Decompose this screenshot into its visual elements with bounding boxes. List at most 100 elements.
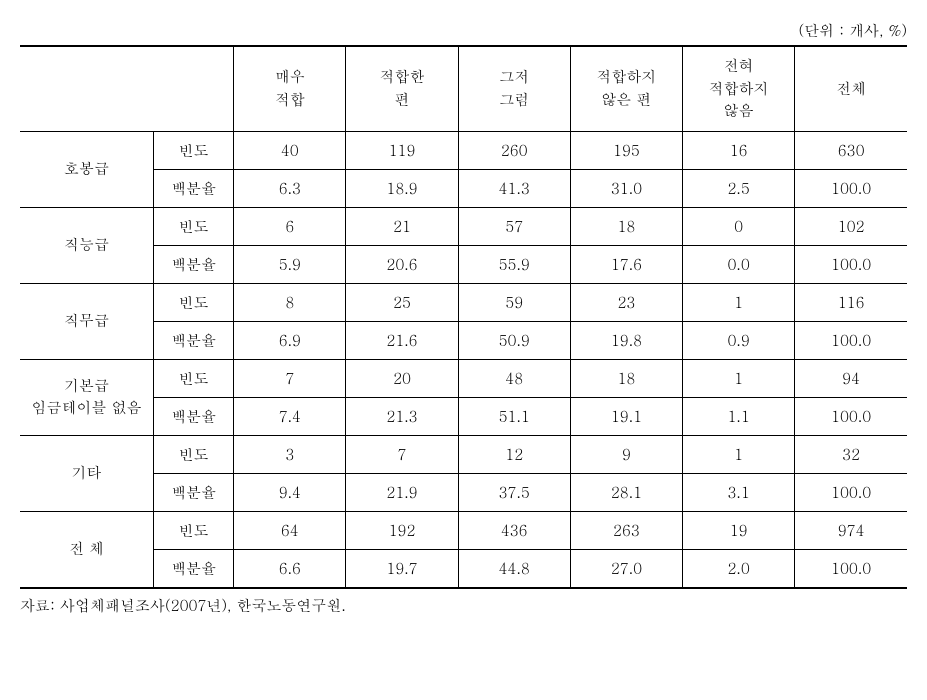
- header-col4: 적합하지않은 편: [570, 46, 682, 131]
- cell-value: 100.0: [795, 245, 907, 283]
- sublabel-pct: 백분율: [154, 397, 234, 435]
- cell-value: 100.0: [795, 321, 907, 359]
- cell-value: 3.1: [683, 473, 795, 511]
- cell-value: 116: [795, 283, 907, 321]
- cell-value: 119: [346, 131, 458, 169]
- header-col5: 전혀적합하지않음: [683, 46, 795, 131]
- cell-value: 630: [795, 131, 907, 169]
- cell-value: 100.0: [795, 549, 907, 588]
- cell-value: 8: [234, 283, 346, 321]
- cell-value: 436: [458, 511, 570, 549]
- cell-value: 16: [683, 131, 795, 169]
- sublabel-freq: 빈도: [154, 511, 234, 549]
- cell-value: 6.3: [234, 169, 346, 207]
- cell-value: 9.4: [234, 473, 346, 511]
- sublabel-freq: 빈도: [154, 359, 234, 397]
- source-note: 자료: 사업체패널조사(2007년), 한국노동연구원.: [20, 595, 907, 616]
- cell-value: 18.9: [346, 169, 458, 207]
- cell-value: 31.0: [570, 169, 682, 207]
- unit-label: (단위 : 개사, %): [20, 20, 907, 41]
- cell-value: 32: [795, 435, 907, 473]
- cell-value: 37.5: [458, 473, 570, 511]
- cell-value: 40: [234, 131, 346, 169]
- sublabel-pct: 백분율: [154, 549, 234, 588]
- cell-value: 57: [458, 207, 570, 245]
- cell-value: 21: [346, 207, 458, 245]
- cell-value: 7: [346, 435, 458, 473]
- cell-value: 41.3: [458, 169, 570, 207]
- cell-value: 260: [458, 131, 570, 169]
- cell-value: 9: [570, 435, 682, 473]
- cell-value: 50.9: [458, 321, 570, 359]
- cell-value: 25: [346, 283, 458, 321]
- cell-value: 2.5: [683, 169, 795, 207]
- cell-value: 21.9: [346, 473, 458, 511]
- cell-value: 19.8: [570, 321, 682, 359]
- cell-value: 23: [570, 283, 682, 321]
- sublabel-pct: 백분율: [154, 473, 234, 511]
- cell-value: 100.0: [795, 473, 907, 511]
- cell-value: 7: [234, 359, 346, 397]
- cell-value: 94: [795, 359, 907, 397]
- table-body: 호봉급빈도4011926019516630백분율6.318.941.331.02…: [20, 131, 907, 588]
- data-table: 매우적합 적합한편 그저그럼 적합하지않은 편 전혀적합하지않음 전체 호봉급빈…: [20, 45, 907, 589]
- cell-value: 0.9: [683, 321, 795, 359]
- cell-value: 19.7: [346, 549, 458, 588]
- category-label: 호봉급: [20, 131, 154, 207]
- cell-value: 6.9: [234, 321, 346, 359]
- cell-value: 1: [683, 359, 795, 397]
- category-label: 전 체: [20, 511, 154, 588]
- cell-value: 0.0: [683, 245, 795, 283]
- cell-value: 55.9: [458, 245, 570, 283]
- sublabel-freq: 빈도: [154, 131, 234, 169]
- header-blank: [20, 46, 234, 131]
- cell-value: 17.6: [570, 245, 682, 283]
- cell-value: 6.6: [234, 549, 346, 588]
- category-label: 직무급: [20, 283, 154, 359]
- cell-value: 195: [570, 131, 682, 169]
- cell-value: 7.4: [234, 397, 346, 435]
- sublabel-pct: 백분율: [154, 321, 234, 359]
- cell-value: 192: [346, 511, 458, 549]
- cell-value: 0: [683, 207, 795, 245]
- category-label: 직능급: [20, 207, 154, 283]
- sublabel-freq: 빈도: [154, 207, 234, 245]
- cell-value: 21.6: [346, 321, 458, 359]
- cell-value: 12: [458, 435, 570, 473]
- cell-value: 100.0: [795, 169, 907, 207]
- cell-value: 1: [683, 283, 795, 321]
- cell-value: 263: [570, 511, 682, 549]
- cell-value: 44.8: [458, 549, 570, 588]
- cell-value: 102: [795, 207, 907, 245]
- cell-value: 59: [458, 283, 570, 321]
- cell-value: 19: [683, 511, 795, 549]
- cell-value: 100.0: [795, 397, 907, 435]
- cell-value: 18: [570, 359, 682, 397]
- cell-value: 28.1: [570, 473, 682, 511]
- header-col1: 매우적합: [234, 46, 346, 131]
- sublabel-pct: 백분율: [154, 169, 234, 207]
- cell-value: 1.1: [683, 397, 795, 435]
- cell-value: 5.9: [234, 245, 346, 283]
- sublabel-pct: 백분율: [154, 245, 234, 283]
- cell-value: 3: [234, 435, 346, 473]
- header-col3: 그저그럼: [458, 46, 570, 131]
- cell-value: 51.1: [458, 397, 570, 435]
- cell-value: 6: [234, 207, 346, 245]
- sublabel-freq: 빈도: [154, 283, 234, 321]
- cell-value: 64: [234, 511, 346, 549]
- sublabel-freq: 빈도: [154, 435, 234, 473]
- cell-value: 2.0: [683, 549, 795, 588]
- cell-value: 20: [346, 359, 458, 397]
- header-col2: 적합한편: [346, 46, 458, 131]
- cell-value: 27.0: [570, 549, 682, 588]
- cell-value: 18: [570, 207, 682, 245]
- cell-value: 19.1: [570, 397, 682, 435]
- header-col6: 전체: [795, 46, 907, 131]
- cell-value: 20.6: [346, 245, 458, 283]
- cell-value: 48: [458, 359, 570, 397]
- cell-value: 974: [795, 511, 907, 549]
- category-label: 기본급임금테이블 없음: [20, 359, 154, 435]
- cell-value: 21.3: [346, 397, 458, 435]
- category-label: 기타: [20, 435, 154, 511]
